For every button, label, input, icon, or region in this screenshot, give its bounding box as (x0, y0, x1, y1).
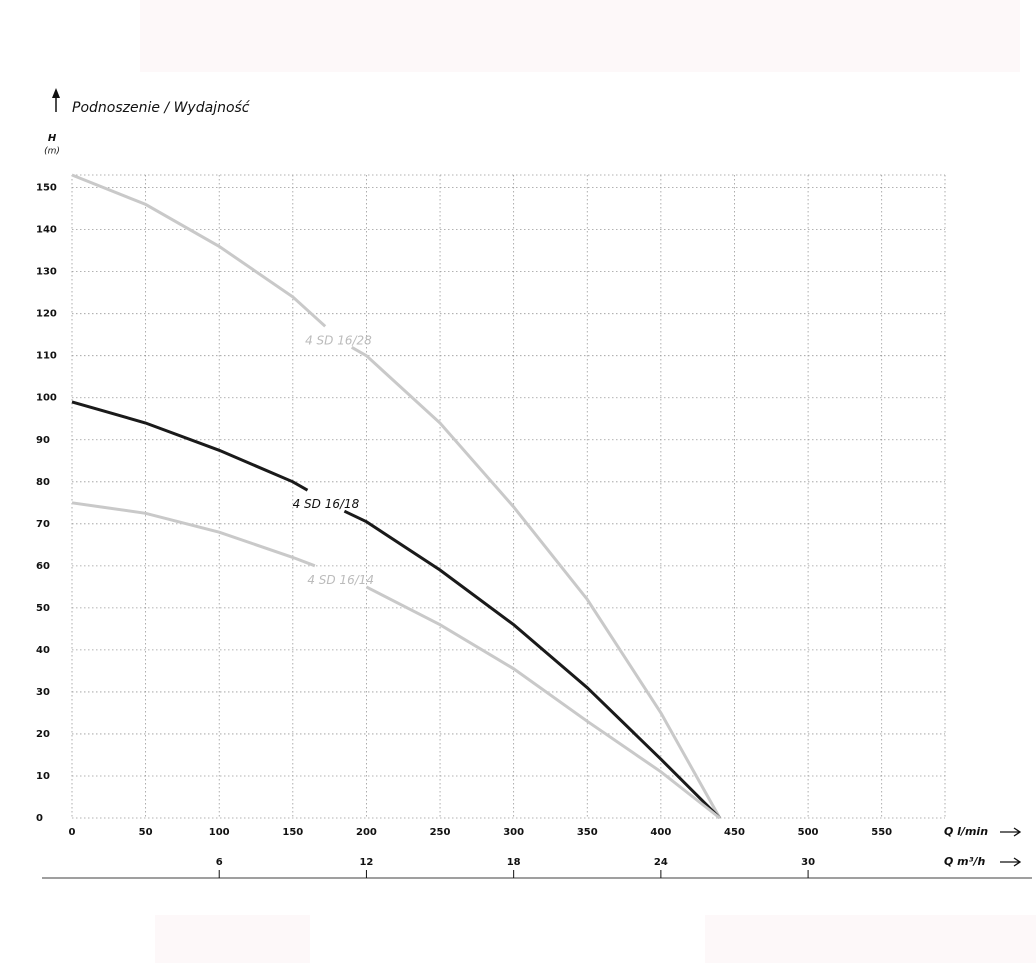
series-line (71, 173, 722, 819)
series-label: 4 SD 16/28 (305, 333, 372, 347)
y-arrow-head (52, 88, 60, 98)
series-label: 4 SD 16/14 (307, 573, 374, 587)
y-tick-label: 30 (36, 687, 50, 698)
series-line (71, 501, 721, 820)
y-tick-label: 150 (36, 183, 57, 194)
y-tick-label: 140 (36, 225, 57, 236)
chart-title: Podnoszenie / Wydajność (72, 100, 251, 116)
x2-tick-label: 6 (216, 857, 223, 868)
x2-tick-label: 12 (359, 857, 373, 868)
x-tick-label: 200 (356, 827, 377, 838)
backdrop (140, 0, 1020, 72)
backdrop (155, 915, 310, 963)
x-label: Q l/min (944, 825, 988, 838)
x-tick-label: 150 (282, 827, 303, 838)
backdrop (705, 915, 1036, 963)
x2-arrow (1000, 857, 1022, 867)
x-arrow (1000, 827, 1022, 837)
x2-label: Q m³/h (944, 855, 985, 868)
y-tick-label: 70 (36, 519, 50, 530)
y-tick-label: 130 (36, 267, 57, 278)
y-tick-label: 0 (36, 813, 43, 824)
x-tick-label: 450 (724, 827, 745, 838)
series-line (71, 400, 721, 820)
y-tick-label: 50 (36, 603, 50, 614)
x-tick-label: 300 (503, 827, 524, 838)
y-label: H (48, 133, 57, 144)
x-tick-label: 100 (209, 827, 230, 838)
series-label: 4 SD 16/18 (293, 497, 360, 511)
y-tick-label: 120 (36, 309, 57, 320)
y-tick-label: 20 (36, 729, 50, 740)
y-tick-label: 80 (36, 477, 50, 488)
y-unit: (m) (44, 147, 60, 157)
x2-tick-label: 24 (654, 857, 668, 868)
y-tick-label: 110 (36, 351, 57, 362)
x2-tick-label: 18 (507, 857, 521, 868)
x2-tick-label: 30 (801, 857, 815, 868)
y-tick-label: 100 (36, 393, 57, 404)
y-tick-label: 90 (36, 435, 50, 446)
x-tick-label: 350 (577, 827, 598, 838)
x-tick-label: 550 (871, 827, 892, 838)
y-tick-label: 60 (36, 561, 50, 572)
x-tick-label: 0 (69, 827, 76, 838)
x-tick-label: 250 (430, 827, 451, 838)
x-tick-label: 400 (650, 827, 671, 838)
x-tick-label: 50 (139, 827, 153, 838)
y-tick-label: 40 (36, 645, 50, 656)
x-tick-label: 500 (798, 827, 819, 838)
y-tick-label: 10 (36, 771, 50, 782)
